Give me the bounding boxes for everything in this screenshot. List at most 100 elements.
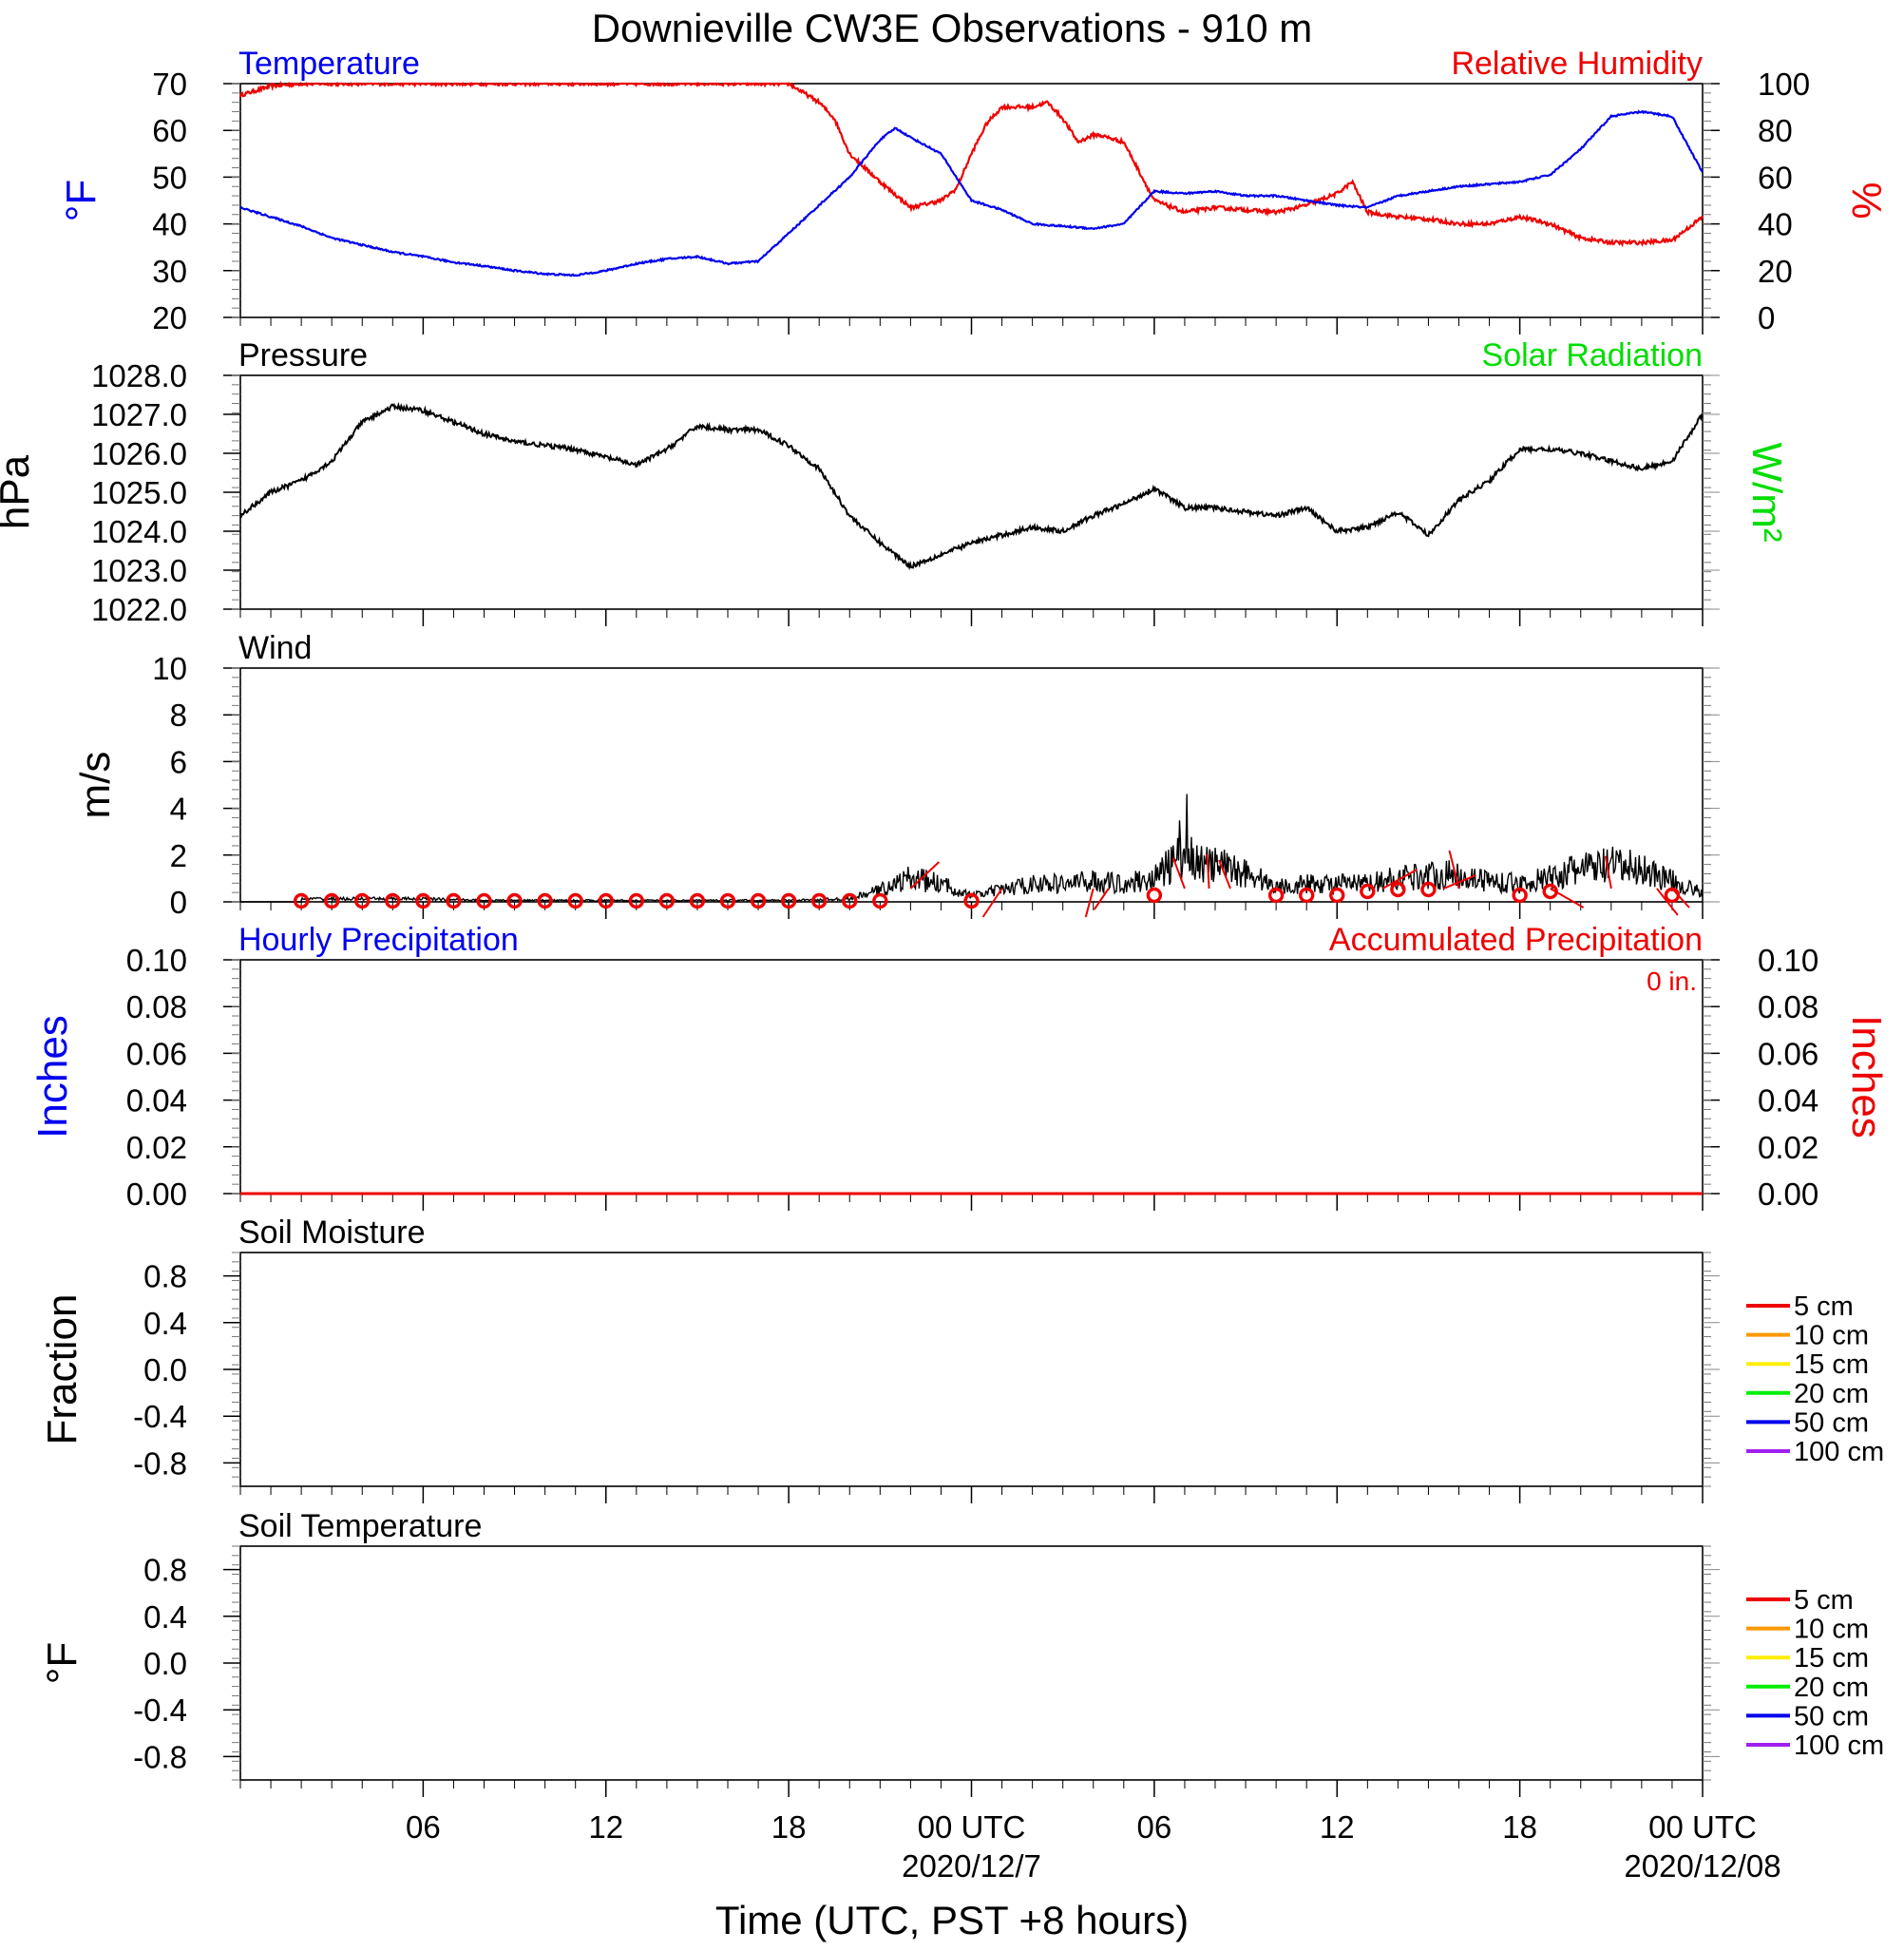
x-tick-label: 00 UTC: [918, 1809, 1026, 1845]
wind-calm-marker: [628, 892, 645, 909]
y-tick-label: 1026.0: [91, 436, 187, 471]
humidity-series-line: [238, 80, 1704, 248]
y2-tick-label: 0.10: [1758, 943, 1818, 978]
wind-calm-marker: [1329, 887, 1345, 904]
wind-calm-marker: [567, 892, 583, 909]
x-tick-label: 06: [1137, 1809, 1172, 1845]
wind-panel-left-unit: m/s: [72, 752, 119, 819]
y2-tick-label: 40: [1758, 207, 1793, 242]
y2-tick-label: 100: [1758, 67, 1810, 102]
wind-calm-marker: [842, 892, 858, 909]
y-tick-label: -0.8: [133, 1445, 187, 1481]
wind-calm-marker: [810, 892, 828, 909]
soil-legend-label: 100 cm: [1794, 1437, 1884, 1467]
y-tick-label: 1022.0: [91, 592, 187, 627]
y-tick-label: 0.00: [126, 1176, 187, 1212]
temp-rh-panel-right-unit: %: [1843, 182, 1890, 219]
y-tick-label: 0: [170, 885, 187, 920]
precip-panel-left-title: Hourly Precipitation: [238, 922, 519, 958]
x-tick-label: 12: [588, 1809, 623, 1845]
wind-calm-marker: [1420, 881, 1437, 898]
wind-barb: [1381, 869, 1418, 889]
soil-legend-label: 50 cm: [1794, 1407, 1869, 1438]
wind-panel-left-title: Wind: [238, 630, 312, 666]
y-tick-label: 0.06: [126, 1036, 187, 1071]
y2-tick-label: 80: [1758, 113, 1793, 148]
y-tick-label: 0.4: [143, 1599, 187, 1635]
y-tick-label: 1028.0: [91, 358, 187, 393]
y-tick-label: 4: [170, 792, 187, 827]
temp-rh-panel-left-title: Temperature: [238, 46, 420, 82]
pressure-panel-right-unit: W/m²: [1743, 442, 1790, 542]
wind-calm-marker: [415, 892, 431, 909]
wind-barb: [981, 888, 1003, 918]
y-tick-label: 50: [152, 160, 187, 195]
y-tick-label: -0.4: [133, 1693, 187, 1728]
temp-rh-panel: 70 60 50 40 30 20 100 80 60 40 20 0 Temperature Relat…: [58, 46, 1890, 335]
wind-barb: [1671, 888, 1690, 909]
y-tick-label: 0.10: [126, 943, 187, 978]
y-tick-label: 0.4: [143, 1306, 187, 1341]
y2-tick-label: 20: [1758, 254, 1793, 289]
x-tick-label: 18: [1502, 1809, 1537, 1845]
temp-rh-panel-right-title: Relative Humidity: [1451, 46, 1703, 82]
x-tick-date-label: 2020/12/7: [902, 1848, 1041, 1884]
pressure-panel: 1028.0 1027.0 1026.0 1025.0 1024.0 1023.0 1022…: [0, 337, 1790, 627]
wind-calm-marker: [1146, 887, 1163, 904]
y2-tick-label: 0.08: [1758, 989, 1818, 1024]
y-tick-label: 0.04: [126, 1083, 187, 1119]
y2-tick-label: 0.06: [1758, 1036, 1818, 1071]
wind-barb: [1093, 888, 1110, 910]
y-tick-label: 10: [152, 651, 187, 686]
y-tick-label: 1024.0: [91, 514, 187, 549]
wind-barb: [1443, 874, 1476, 889]
x-tick-date-label: 2020/12/08: [1624, 1848, 1780, 1884]
wind-barb: [1604, 855, 1612, 889]
wind-calm-marker: [872, 892, 888, 909]
chart-title: Downieville CW3E Observations - 910 m: [592, 6, 1313, 50]
y2-tick-label: 0.02: [1758, 1130, 1818, 1165]
y-tick-label: 0.0: [143, 1646, 187, 1681]
y-tick-label: 20: [152, 300, 187, 335]
wind-panel: 10 8 6 4 2 0 Wind m/s: [72, 630, 1720, 920]
wind-calm-marker: [354, 892, 371, 909]
x-tick-label: 18: [771, 1809, 807, 1845]
precip-panel-left-unit: Inches: [29, 1015, 76, 1138]
wind-calm-marker: [963, 892, 980, 909]
soil-legend-label: 50 cm: [1794, 1701, 1869, 1731]
wind-calm-marker: [323, 892, 340, 909]
temp-rh-panel-left-unit: °F: [58, 180, 105, 221]
wind-calm-marker: [537, 892, 553, 909]
precip-panel-right-unit: Inches: [1843, 1015, 1890, 1138]
wind-calm-marker: [1360, 883, 1376, 900]
wind-calm-marker: [598, 892, 614, 909]
wind-barb: [1172, 857, 1186, 889]
y-tick-label: 0.02: [126, 1130, 187, 1165]
wind-barb: [1656, 888, 1679, 916]
wind-calm-marker: [1512, 887, 1528, 904]
wind-calm-marker: [780, 892, 797, 909]
y-tick-label: 0.0: [143, 1352, 187, 1387]
wind-calm-marker: [385, 892, 401, 909]
wind-calm-marker: [446, 892, 462, 909]
wind-calm-marker: [658, 892, 676, 909]
y-tick-label: 0.8: [143, 1553, 187, 1588]
soil-legend-label: 15 cm: [1794, 1349, 1869, 1380]
wind-barb: [1218, 859, 1231, 889]
y-tick-label: 2: [170, 838, 187, 873]
y-tick-label: -0.4: [133, 1399, 187, 1434]
soil-moisture-panel: 0.8 0.4 0.0 -0.4 -0.8 Soil Moisture Fraction 5 …: [39, 1215, 1884, 1503]
precip-panel: 0.10 0.08 0.06 0.04 0.02 0.00 0.10 0.08 0.06 0.04…: [29, 922, 1890, 1212]
y-tick-label: 40: [152, 207, 187, 242]
soil-legend-label: 20 cm: [1794, 1673, 1869, 1703]
y2-tick-label: 0: [1758, 300, 1775, 335]
soil-legend-label: 5 cm: [1794, 1585, 1854, 1616]
soil-moisture-panel-left-title: Soil Moisture: [238, 1215, 426, 1251]
wind-calm-marker: [689, 892, 706, 909]
wind-barb: [909, 861, 941, 889]
y2-tick-label: 60: [1758, 160, 1793, 195]
pressure-series-line: [239, 401, 1704, 571]
x-axis-label: Time (UTC, PST +8 hours): [715, 1898, 1189, 1942]
wind-barb: [1550, 888, 1585, 909]
